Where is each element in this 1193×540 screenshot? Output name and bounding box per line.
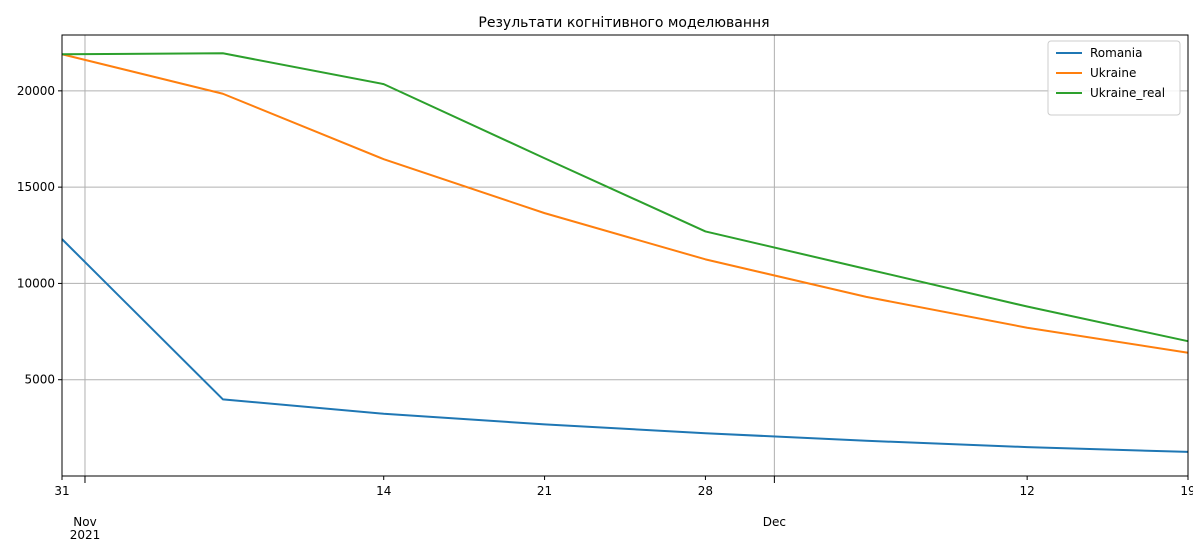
x-tick-label: 19	[1180, 484, 1193, 498]
legend: Romania Ukraine Ukraine_real	[1047, 40, 1181, 116]
y-tick-label: 10000	[17, 276, 55, 290]
x-tick-label: 14	[376, 484, 391, 498]
series-lines	[61, 52, 1189, 453]
x-tick-label: Dec	[763, 515, 786, 529]
y-tick-label: 20000	[17, 84, 55, 98]
legend-box	[1047, 40, 1181, 116]
x-tick-label: Nov 2021	[70, 515, 101, 540]
y-axis: 5000 10000 15000 20000	[17, 84, 62, 387]
x-axis: 31 Nov 2021 14 21 28 Dec 12 19	[54, 476, 1193, 540]
series-line-romania	[61, 238, 1189, 453]
x-tick-label: 31	[54, 484, 69, 498]
legend-label: Ukraine_real	[1090, 86, 1165, 100]
series-line-ukraine-real	[61, 52, 1189, 343]
y-tick-label: 15000	[17, 180, 55, 194]
plot-frame	[61, 34, 1189, 477]
x-tick-label: 12	[1020, 484, 1035, 498]
x-tick-label: 28	[698, 484, 713, 498]
y-tick-label: 5000	[24, 373, 55, 387]
x-tick-label: 21	[537, 484, 552, 498]
legend-label: Romania	[1090, 46, 1142, 60]
series-line-ukraine	[61, 53, 1189, 354]
legend-label: Ukraine	[1090, 66, 1136, 80]
chart-title: Результати когнітивного моделювання	[478, 15, 769, 31]
grid-lines	[62, 35, 1188, 476]
